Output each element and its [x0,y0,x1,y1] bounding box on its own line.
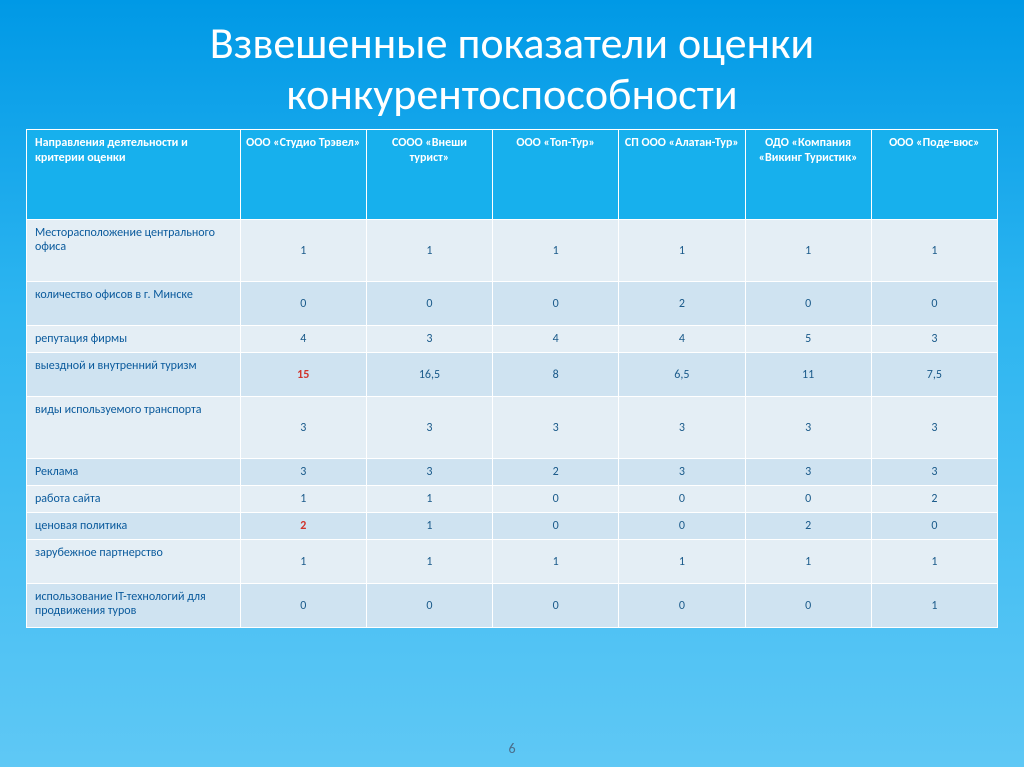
cell-value: 16,5 [366,353,492,397]
cell-value: 1 [493,540,619,584]
cell-value: 0 [493,486,619,513]
cell-value: 1 [871,540,997,584]
row-label: виды используемого транспорта [27,397,241,459]
table-row: Реклама332333 [27,459,998,486]
row-label: Месторасположение центрального офиса [27,220,241,282]
competitiveness-table: Направления деятельности и критерии оцен… [26,129,998,628]
cell-value: 2 [745,513,871,540]
row-label: репутация фирмы [27,326,241,353]
page-number: 6 [0,740,1024,757]
cell-value: 1 [366,220,492,282]
table-row: выездной и внутренний туризм1516,586,511… [27,353,998,397]
cell-value: 3 [240,397,366,459]
cell-value: 11 [745,353,871,397]
cell-value: 1 [493,220,619,282]
cell-value: 1 [366,513,492,540]
cell-value: 0 [240,584,366,628]
table-row: работа сайта110002 [27,486,998,513]
company-col: ОДО «Компания «Викинг Туристик» [745,130,871,220]
cell-value: 0 [493,513,619,540]
cell-value: 1 [745,540,871,584]
cell-value: 3 [366,459,492,486]
cell-value: 1 [871,220,997,282]
cell-value: 4 [493,326,619,353]
cell-value: 3 [240,459,366,486]
cell-value: 1 [240,486,366,513]
cell-value: 0 [366,584,492,628]
cell-value: 3 [871,397,997,459]
cell-value: 1 [871,584,997,628]
table-row: репутация фирмы434453 [27,326,998,353]
row-label: Реклама [27,459,241,486]
table-row: Месторасположение центрального офиса1111… [27,220,998,282]
cell-value: 1 [619,540,745,584]
cell-value: 3 [366,397,492,459]
cell-value: 2 [493,459,619,486]
slide: Взвешенные показатели оценки конкурентос… [0,0,1024,767]
slide-title: Взвешенные показатели оценки конкурентос… [26,18,998,119]
table-row: использование IT-технологий для продвиже… [27,584,998,628]
cell-value: 0 [619,486,745,513]
cell-value: 6,5 [619,353,745,397]
row-header-col: Направления деятельности и критерии оцен… [27,130,241,220]
cell-value: 0 [240,282,366,326]
row-label: ценовая политика [27,513,241,540]
row-label: зарубежное партнерство [27,540,241,584]
cell-value: 2 [619,282,745,326]
cell-value: 3 [619,397,745,459]
cell-value: 2 [240,513,366,540]
cell-value: 0 [493,584,619,628]
cell-value: 3 [366,326,492,353]
cell-value: 1 [745,220,871,282]
cell-value: 1 [366,486,492,513]
cell-value: 0 [619,584,745,628]
cell-value: 1 [619,220,745,282]
table-body: Месторасположение центрального офиса1111… [27,220,998,628]
cell-value: 0 [745,486,871,513]
company-col: СП ООО «Алатан-Тур» [619,130,745,220]
cell-value: 3 [745,459,871,486]
table-row: количество офисов в г. Минске000200 [27,282,998,326]
company-col: ООО «Поде-вюс» [871,130,997,220]
cell-value: 0 [493,282,619,326]
cell-value: 1 [366,540,492,584]
cell-value: 0 [745,282,871,326]
cell-value: 2 [871,486,997,513]
cell-value: 3 [745,397,871,459]
cell-value: 4 [619,326,745,353]
row-label: количество офисов в г. Минске [27,282,241,326]
table-head: Направления деятельности и критерии оцен… [27,130,998,220]
cell-value: 3 [871,459,997,486]
cell-value: 4 [240,326,366,353]
row-label: выездной и внутренний туризм [27,353,241,397]
cell-value: 1 [240,220,366,282]
cell-value: 5 [745,326,871,353]
row-label: работа сайта [27,486,241,513]
row-label: использование IT-технологий для продвиже… [27,584,241,628]
table-row: зарубежное партнерство111111 [27,540,998,584]
cell-value: 3 [619,459,745,486]
cell-value: 3 [871,326,997,353]
company-col: ООО «Студио Трэвел» [240,130,366,220]
company-col: СООО «Внеши турист» [366,130,492,220]
company-col: ООО «Топ-Тур» [493,130,619,220]
table-row: ценовая политика210020 [27,513,998,540]
header-row: Направления деятельности и критерии оцен… [27,130,998,220]
cell-value: 1 [240,540,366,584]
cell-value: 0 [619,513,745,540]
cell-value: 0 [871,513,997,540]
cell-value: 15 [240,353,366,397]
cell-value: 8 [493,353,619,397]
table-row: виды используемого транспорта333333 [27,397,998,459]
cell-value: 0 [871,282,997,326]
cell-value: 0 [745,584,871,628]
cell-value: 7,5 [871,353,997,397]
cell-value: 0 [366,282,492,326]
cell-value: 3 [493,397,619,459]
